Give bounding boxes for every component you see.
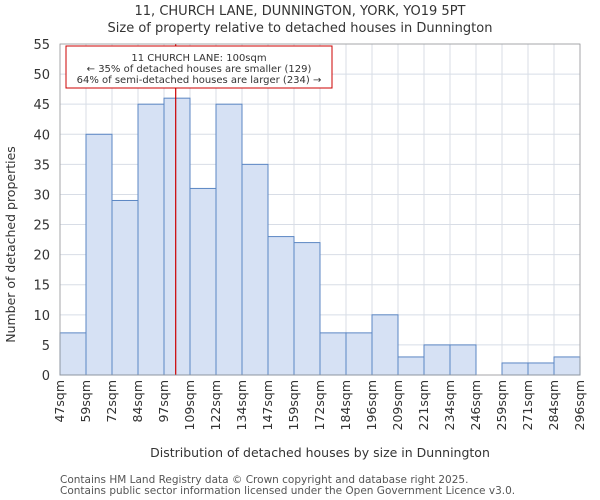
histogram-bar bbox=[553, 356, 581, 376]
chart-title-line2: Size of property relative to detached ho… bbox=[107, 21, 493, 36]
y-tick-label: 50 bbox=[33, 68, 50, 83]
x-tick-label: 284sqm bbox=[546, 380, 561, 430]
y-tick-label: 0 bbox=[42, 369, 50, 384]
x-tick-label: 246sqm bbox=[468, 380, 483, 430]
y-axis-label: Number of detached properties bbox=[3, 146, 18, 343]
annotation-box bbox=[65, 45, 333, 89]
histogram-bar bbox=[215, 103, 243, 376]
histogram-bar bbox=[163, 97, 191, 376]
x-tick-label: 184sqm bbox=[338, 380, 353, 430]
x-tick-label: 271sqm bbox=[520, 380, 535, 430]
x-tick-label: 147sqm bbox=[260, 380, 275, 430]
x-tick-label: 72sqm bbox=[104, 380, 119, 423]
x-tick-label: 47sqm bbox=[52, 380, 67, 423]
y-tick-label: 35 bbox=[33, 158, 50, 173]
y-tick-label: 30 bbox=[33, 188, 50, 203]
annotation-line3: 64% of semi-detached houses are larger (… bbox=[77, 75, 322, 86]
histogram-bar bbox=[397, 356, 425, 376]
histogram-bar bbox=[527, 362, 555, 376]
plot-border bbox=[59, 43, 581, 376]
histogram-bar bbox=[501, 362, 529, 376]
histogram-bar bbox=[293, 242, 321, 376]
histogram-bar bbox=[345, 332, 373, 376]
x-tick-label: 221sqm bbox=[416, 380, 431, 430]
y-tick-label: 40 bbox=[33, 128, 50, 143]
x-tick-label: 122sqm bbox=[208, 380, 223, 430]
x-tick-label: 134sqm bbox=[234, 380, 249, 430]
annotation-line1: 11 CHURCH LANE: 100sqm bbox=[131, 53, 266, 64]
y-tick-label: 10 bbox=[33, 309, 50, 324]
histogram-bar bbox=[137, 103, 165, 376]
footer-line1: Contains HM Land Registry data © Crown c… bbox=[60, 474, 469, 486]
y-tick-label: 15 bbox=[33, 279, 50, 294]
x-tick-label: 97sqm bbox=[156, 380, 171, 423]
x-tick-label: 259sqm bbox=[494, 380, 509, 430]
histogram-bar bbox=[85, 133, 113, 376]
x-tick-label: 84sqm bbox=[130, 380, 145, 423]
x-tick-label: 109sqm bbox=[182, 380, 197, 430]
y-tick-label: 5 bbox=[42, 339, 50, 354]
x-tick-label: 209sqm bbox=[390, 380, 405, 430]
footer-line2: Contains public sector information licen… bbox=[60, 485, 516, 497]
histogram-bar bbox=[449, 344, 477, 376]
x-tick-label: 59sqm bbox=[78, 380, 93, 423]
histogram-bar bbox=[267, 236, 295, 376]
y-tick-label: 20 bbox=[33, 249, 50, 264]
histogram-bar bbox=[59, 332, 87, 376]
histogram-bar bbox=[241, 163, 269, 376]
histogram-bar bbox=[371, 314, 399, 376]
chart-title-line1: 11, CHURCH LANE, DUNNINGTON, YORK, YO19 … bbox=[134, 4, 466, 19]
histogram-bar bbox=[111, 199, 139, 376]
x-tick-label: 296sqm bbox=[572, 380, 587, 430]
y-tick-label: 55 bbox=[33, 38, 50, 53]
x-tick-label: 172sqm bbox=[312, 380, 327, 430]
histogram-bar bbox=[423, 344, 451, 376]
histogram-bar bbox=[319, 332, 347, 376]
x-axis-label: Distribution of detached houses by size … bbox=[150, 445, 490, 460]
x-tick-label: 234sqm bbox=[442, 380, 457, 430]
y-tick-label: 45 bbox=[33, 98, 50, 113]
histogram-bar bbox=[189, 187, 217, 376]
y-tick-label: 25 bbox=[33, 219, 50, 234]
annotation-line2: ← 35% of detached houses are smaller (12… bbox=[87, 64, 312, 75]
x-tick-label: 196sqm bbox=[364, 380, 379, 430]
x-tick-label: 159sqm bbox=[286, 380, 301, 430]
